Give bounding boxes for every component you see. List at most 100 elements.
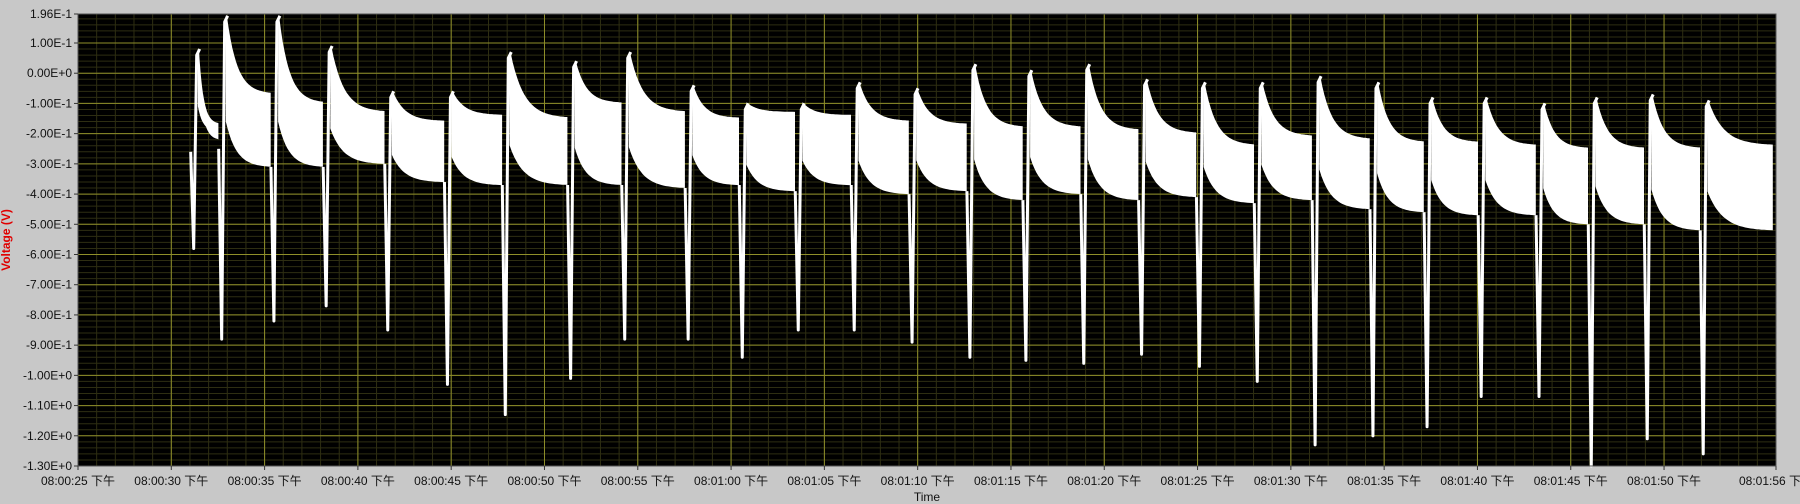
voltage-trace: [189, 15, 1773, 468]
trace-spike: [321, 45, 334, 308]
trace-spike: [1534, 102, 1547, 398]
x-tick-label: 08:01:56 下午: [1739, 474, 1800, 488]
trace-band: [1707, 100, 1773, 231]
trace-band: [1377, 82, 1424, 213]
x-tick-label: 08:01:50 下午: [1627, 474, 1701, 488]
y-tick-label: -9.00E-1: [26, 338, 72, 352]
trace-band: [1145, 79, 1197, 198]
x-tick-label: 08:01:35 下午: [1347, 474, 1421, 488]
y-tick-label: -1.00E-1: [26, 96, 72, 110]
x-tick-label: 08:01:15 下午: [974, 474, 1048, 488]
trace-band: [692, 85, 739, 186]
trace-band: [574, 60, 622, 186]
trace-spike: [1252, 81, 1265, 383]
x-tick-label: 08:01:00 下午: [694, 474, 768, 488]
trace-spike: [1079, 63, 1092, 365]
y-tick-label: -1.20E+0: [23, 429, 72, 443]
x-tick-label: 08:00:55 下午: [601, 474, 675, 488]
trace-band: [391, 91, 445, 183]
x-tick-label: 08:01:10 下午: [881, 474, 955, 488]
trace-band: [858, 82, 909, 195]
trace-spike: [793, 102, 806, 332]
trace-band: [1319, 76, 1370, 210]
trace-spike: [1422, 96, 1435, 429]
trace-spike: [500, 51, 513, 417]
x-tick-label: 08:00:50 下午: [507, 474, 581, 488]
trace-spike: [965, 63, 978, 359]
x-tick-label: 08:01:40 下午: [1440, 474, 1514, 488]
trace-band: [1651, 94, 1700, 231]
trace-band: [1203, 82, 1254, 204]
y-tick-label: 1.96E-1: [30, 7, 72, 21]
x-tick-label: 08:00:45 下午: [414, 474, 488, 488]
trace-spike: [189, 48, 202, 250]
trace-band: [1485, 97, 1536, 216]
trace-spike: [442, 90, 455, 386]
trace-band: [451, 91, 503, 186]
x-tick-label: 08:01:05 下午: [787, 474, 861, 488]
trace-band: [1087, 64, 1139, 201]
x-tick-label: 08:00:40 下午: [321, 474, 395, 488]
trace-band: [1431, 97, 1478, 216]
trace-band: [197, 48, 219, 140]
y-tick-label: -1.10E+0: [23, 399, 72, 413]
trace-band: [916, 88, 967, 192]
y-tick-label: 0.00E+0: [27, 66, 72, 80]
trace-spike: [1586, 96, 1599, 468]
trace-band: [1595, 97, 1644, 225]
y-tick-label: -3.00E-1: [26, 157, 72, 171]
trace-band: [330, 45, 385, 164]
trace-spike: [1368, 81, 1381, 438]
trace-band: [1543, 103, 1588, 225]
trace-band: [1261, 82, 1312, 201]
trace-spike: [217, 15, 230, 341]
trace-band: [1030, 70, 1081, 195]
trace-band: [278, 15, 323, 167]
trace-spike: [566, 60, 578, 380]
trace-spike: [737, 102, 750, 359]
trace-spike: [1194, 81, 1207, 368]
y-tick-label: -2.00E-1: [26, 127, 72, 141]
trace-spike: [1310, 75, 1323, 447]
y-tick-label: -7.00E-1: [26, 278, 72, 292]
trace-spike: [1476, 96, 1489, 398]
x-tick-label: 08:00:30 下午: [134, 474, 208, 488]
x-tick-label: 08:01:20 下午: [1067, 474, 1141, 488]
y-tick-label: 1.00E-1: [30, 36, 72, 50]
trace-spike: [620, 51, 633, 341]
trace-spike: [683, 84, 696, 341]
x-tick-label: 08:00:25 下午: [41, 474, 115, 488]
y-axis-ticks: 1.96E-1 1.00E-1 0.00E+0 -1.00E-1 -2.00E-1 -3.…: [23, 7, 78, 473]
trace-spike: [1021, 69, 1034, 362]
x-tick-label: 08:01:45 下午: [1534, 474, 1608, 488]
plot-area: [78, 14, 1776, 466]
y-tick-label: -6.00E-1: [26, 248, 72, 262]
y-tick-label: -4.00E-1: [26, 187, 72, 201]
x-tick-label: 08:01:30 下午: [1254, 474, 1328, 488]
x-axis-ticks: 08:00:25 下午 08:00:30 下午 08:00:35 下午 08:00:4…: [41, 466, 1800, 488]
trace-band: [628, 51, 685, 188]
trace-band: [802, 102, 851, 186]
trace-band: [746, 102, 795, 192]
y-axis-label: Voltage (V): [0, 209, 13, 271]
x-tick-label: 08:00:35 下午: [228, 474, 302, 488]
y-tick-label: -1.30E+0: [23, 459, 72, 473]
trace-spike: [1137, 78, 1149, 356]
y-tick-label: -8.00E-1: [26, 308, 72, 322]
plot-border: [77, 13, 1777, 467]
trace-band: [225, 15, 271, 167]
trace-spike: [1642, 93, 1655, 441]
trace-spike: [383, 90, 396, 332]
x-axis-label: Time: [914, 490, 941, 504]
trace-spike: [849, 81, 862, 332]
trace-spike: [269, 15, 282, 323]
trace-spike: [1698, 99, 1711, 456]
y-tick-label: -5.00E-1: [26, 217, 72, 231]
trace-spike: [907, 87, 920, 344]
y-tick-label: -1.00E+0: [23, 368, 72, 382]
x-tick-label: 08:01:25 下午: [1161, 474, 1235, 488]
trace-band: [974, 64, 1023, 201]
trace-band: [509, 51, 568, 185]
